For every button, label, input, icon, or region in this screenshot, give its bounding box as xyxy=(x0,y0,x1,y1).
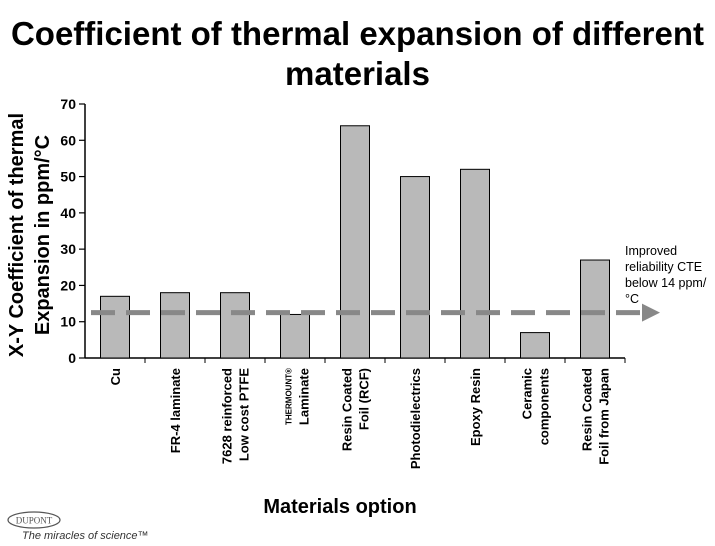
reference-line-annotation: Improved reliability CTE below 14 ppm/°C xyxy=(625,244,707,306)
y-tick-label-30: 30 xyxy=(60,241,76,257)
category-label-line: Cu xyxy=(108,368,123,385)
chart-title: Coefficient of thermal expansion of diff… xyxy=(10,15,705,92)
bar-7 xyxy=(520,332,550,359)
category-label-line: Resin Coated xyxy=(340,368,355,451)
bar-3 xyxy=(280,313,310,359)
category-label-line: FR-4 laminate xyxy=(168,368,183,453)
y-tick-label-40: 40 xyxy=(60,205,76,221)
bar-2 xyxy=(220,292,250,359)
reference-arrowhead xyxy=(642,303,660,322)
category-label-1: FR-4 laminate xyxy=(168,368,183,453)
category-label-line: Low cost PTFE xyxy=(237,368,252,462)
category-label-line: Foil (RCF) xyxy=(357,368,372,430)
bar-8 xyxy=(580,259,610,359)
category-label-7: Ceramic components xyxy=(520,368,552,445)
x-axis-label: Materials option xyxy=(263,496,417,518)
category-label-line: Epoxy Resin xyxy=(468,368,483,446)
y-tick-label-50: 50 xyxy=(60,169,76,185)
y-tick-label-0: 0 xyxy=(68,350,76,366)
bar-4 xyxy=(340,125,370,359)
category-label-line: Laminate xyxy=(297,368,312,425)
category-label-5: Photodielectrics xyxy=(408,368,423,469)
category-label-8: Resin Coated Foil from Japan xyxy=(580,368,612,465)
bar-1 xyxy=(160,292,190,359)
logo-tagline: The miracles of science™ xyxy=(22,530,149,542)
category-label-4: Resin Coated Foil (RCF) xyxy=(340,368,372,451)
category-label-line: Resin Coated xyxy=(580,368,595,451)
category-label-line: components xyxy=(537,368,552,445)
category-label-0: Cu xyxy=(108,368,123,385)
category-label-line: THERMOUNT® xyxy=(285,368,294,425)
category-label-line: Photodielectrics xyxy=(408,368,423,469)
category-label-line: Foil from Japan xyxy=(597,368,612,465)
category-label-3: THERMOUNT® Laminate xyxy=(285,368,312,425)
y-tick-label-60: 60 xyxy=(60,132,76,148)
category-label-6: Epoxy Resin xyxy=(468,368,483,446)
y-tick-label-70: 70 xyxy=(60,96,76,112)
bar-6 xyxy=(460,168,490,359)
y-tick-label-20: 20 xyxy=(60,277,76,293)
category-label-line: Ceramic xyxy=(520,368,535,419)
category-label-line: 7628 reinforced xyxy=(220,368,235,464)
bar-5 xyxy=(400,176,430,359)
logo-brand-text: DUPONT xyxy=(16,516,53,526)
y-tick-label-10: 10 xyxy=(60,314,76,330)
category-label-2: 7628 reinforced Low cost PTFE xyxy=(220,368,252,464)
y-axis-label: X-Y Coefficient of thermal Expansion in … xyxy=(6,112,54,358)
bar-0 xyxy=(100,295,130,359)
dupont-logo: DUPONT xyxy=(7,511,61,529)
